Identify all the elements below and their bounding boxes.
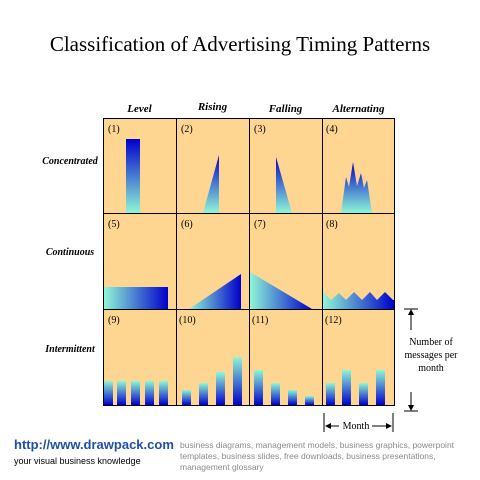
cell-number: (1) (108, 124, 120, 135)
rising-concentrated-shape (203, 155, 219, 213)
column-label-level: Level (127, 103, 152, 115)
cell-number: (7) (254, 219, 266, 230)
cell-number: (9) (108, 315, 120, 326)
footer-keywords: business diagrams, management models, bu… (180, 440, 455, 472)
cell-number: (12) (325, 315, 342, 326)
diagram-title: Classification of Advertising Timing Pat… (49, 32, 431, 56)
cell-number: (3) (254, 124, 266, 135)
falling-concentrated-shape (276, 157, 292, 213)
cell-number: (11) (252, 315, 269, 326)
row-label-intermittent: Intermittent (45, 344, 95, 355)
grid-lines (103, 118, 395, 406)
level-concentrated-bar (126, 139, 140, 213)
cell-number: (5) (108, 219, 120, 230)
messages-axis-arrow (404, 308, 418, 412)
row-label-continuous: Continuous (45, 247, 95, 258)
messages-per-month-label: Number of messages per month (404, 337, 458, 374)
level-continuous-bar (104, 287, 168, 309)
cell-number: (10) (179, 315, 196, 326)
falling-continuous-shape (250, 272, 312, 309)
cell-number: (8) (326, 219, 338, 230)
alternating-intermittent-bars (326, 370, 385, 405)
level-intermittent-bars (104, 381, 168, 405)
cell-number: (2) (181, 124, 193, 135)
column-label-alternating: Alternating (332, 103, 385, 115)
brand-tagline: your visual business knowledge (14, 456, 141, 466)
alternating-concentrated-shape (341, 162, 372, 213)
column-label-falling: Falling (268, 103, 303, 115)
cell-number: (6) (181, 219, 193, 230)
row-label-concentrated: Concentrated (42, 156, 98, 167)
drawpack-link[interactable]: http://www.drawpack.com (14, 437, 174, 452)
cell-number: (4) (326, 124, 338, 135)
column-label-rising: Rising (197, 101, 228, 113)
falling-intermittent-bars (254, 370, 314, 405)
alternating-continuous-shape (323, 292, 394, 309)
month-axis-arrow (323, 413, 394, 432)
rising-intermittent-bars (182, 357, 242, 405)
month-label: Month (342, 421, 370, 432)
rising-continuous-shape (189, 274, 241, 309)
